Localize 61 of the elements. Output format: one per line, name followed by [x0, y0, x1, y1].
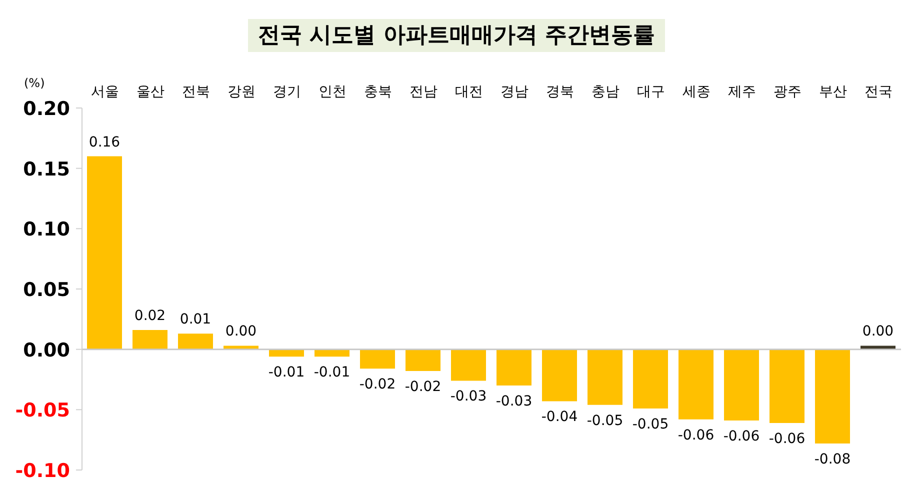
x-tick-label: 부산	[818, 84, 847, 100]
bar	[132, 330, 168, 350]
x-tick-label: 충북	[364, 84, 392, 100]
y-tick-label: -0.10	[15, 460, 70, 482]
data-label: 0.00	[225, 324, 257, 340]
x-tick-label: 강원	[227, 84, 256, 100]
bar	[815, 349, 850, 444]
bar	[678, 349, 714, 420]
x-tick-label: 울산	[136, 84, 164, 100]
x-tick-label: 경남	[500, 84, 528, 100]
data-label: -0.02	[359, 376, 396, 393]
bar	[406, 349, 440, 372]
x-tick-label: 대전	[454, 84, 483, 100]
data-label: -0.01	[268, 364, 305, 381]
data-label: -0.05	[632, 416, 669, 432]
x-tick-label: 전국	[864, 84, 892, 100]
bar	[451, 349, 486, 381]
x-tick-label: 충남	[591, 84, 620, 100]
y-axis-title: (%)	[24, 76, 45, 90]
bar	[496, 349, 532, 386]
y-tick-label: 0.20	[23, 98, 70, 120]
y-tick-label: 0.00	[23, 339, 70, 362]
bar	[360, 349, 395, 369]
y-tick-label: 0.10	[23, 218, 70, 241]
data-label: -0.08	[814, 451, 851, 468]
bar	[314, 349, 350, 357]
bar	[724, 349, 759, 421]
data-label: 0.16	[88, 134, 120, 150]
x-tick-label: 전북	[182, 84, 210, 100]
bar	[633, 349, 668, 408]
data-label: -0.03	[450, 388, 487, 405]
x-tick-label: 제주	[728, 84, 756, 100]
data-label: -0.06	[678, 427, 714, 444]
bar	[87, 156, 122, 350]
x-tick-label: 경기	[272, 84, 301, 100]
y-tick-label: 0.05	[23, 279, 70, 301]
data-label: 0.00	[862, 324, 894, 340]
bar	[542, 349, 577, 402]
bar	[588, 349, 622, 405]
data-label: -0.01	[314, 364, 350, 381]
data-label: -0.03	[496, 394, 532, 410]
x-tick-label: 경북	[546, 84, 574, 100]
chart-title: 전국 시도별 아파트매매가격 주간변동률	[248, 19, 665, 52]
y-tick-label: 0.15	[23, 158, 70, 180]
x-tick-label: 인천	[318, 84, 346, 100]
x-tick-label: 대구	[636, 84, 665, 100]
x-tick-label: 광주	[773, 84, 802, 100]
bar	[770, 349, 804, 423]
data-label: 0.01	[180, 312, 212, 328]
data-label: -0.04	[541, 409, 578, 426]
x-tick-label: 전남	[409, 84, 438, 100]
x-tick-label: 세종	[682, 84, 710, 100]
data-label: 0.02	[134, 308, 166, 324]
y-tick-label: -0.05	[15, 400, 70, 422]
bar	[178, 334, 213, 350]
data-label: -0.06	[768, 430, 806, 447]
data-label: -0.05	[586, 412, 624, 429]
data-label: -0.06	[723, 428, 760, 445]
bar	[269, 349, 304, 357]
x-tick-label: 서울	[90, 84, 119, 100]
data-label: -0.02	[404, 379, 442, 396]
